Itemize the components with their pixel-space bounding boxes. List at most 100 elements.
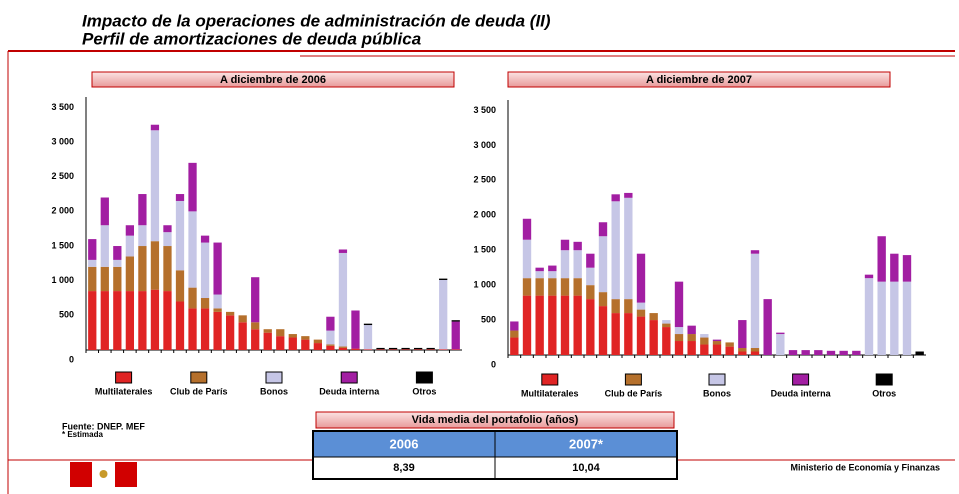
bar-segment [611,299,620,314]
bar-segment [573,250,582,279]
bar-segment [700,337,709,345]
chart-header-bg [507,71,891,88]
y-tick-label: 3 500 [473,105,496,115]
bar-segment [326,316,335,331]
bar-segment [150,130,160,242]
table-title: Vida media del portafolio (años) [412,414,579,426]
bar-segment [864,278,874,355]
legend-label: Deuda interna [319,386,380,396]
legend-label: Otros [412,386,436,396]
bar-segment [138,246,147,292]
bar-segment [674,341,684,355]
y-tick-label: 1 500 [51,240,74,250]
bar-segment [560,295,570,355]
legend-swatch [265,371,283,384]
bar-segment [902,281,912,355]
bar-segment [788,350,798,355]
bar-segment [687,341,696,355]
bar-segment [548,295,557,355]
bar-segment [712,341,722,345]
y-tick-label: 1 000 [51,275,74,285]
bar-segment [376,349,385,350]
bar-segment [100,225,109,267]
bar-segment [738,320,747,349]
bar-segment [388,349,398,350]
y-tick-label: 3 000 [473,140,496,150]
bar-segment [138,194,147,226]
bar-segment [573,295,582,355]
bar-segment [138,291,147,350]
chart-header-bg [91,71,455,88]
bar-segment [251,322,260,330]
bar-segment [138,225,147,247]
bar-segment [522,278,532,296]
bar-segment [251,329,260,350]
bar-segment [326,330,335,345]
flag [70,462,137,487]
bar-segment [150,124,160,131]
bar-segment [636,309,646,317]
bar-segment [163,232,172,247]
y-tick-label: 1 000 [473,280,496,290]
footer: Ministerio de Economía y Finanzas [790,462,940,472]
bar-segment [401,347,410,350]
bar-segment [674,334,684,342]
bar-segment [725,342,734,347]
bar-segment [376,347,385,350]
bar-segment [188,162,197,212]
bar-segment [213,242,222,295]
bar-segment [313,339,323,344]
legend-swatch [541,373,559,386]
bar-segment [413,347,423,350]
bar-segment [113,266,122,292]
bar-segment [624,299,633,314]
y-tick-label: 2 500 [473,175,496,185]
bar-segment [338,346,348,348]
y-tick-label: 0 [491,359,496,369]
bar-segment [801,350,810,355]
bar-segment [712,339,722,342]
legend-swatch [415,371,433,384]
y-tick-label: 2 000 [473,210,496,220]
chart-title: A diciembre de 2007 [646,74,752,86]
bar-segment [662,320,671,324]
bar-segment [877,281,886,355]
bar-segment [213,294,222,309]
bar-segment [326,345,335,350]
bar-segment [451,321,460,350]
bar-segment [88,291,97,350]
bar-segment [535,278,544,296]
bar-segment [225,311,235,316]
legend-label: Otros [872,388,896,398]
bar-segment [351,310,360,349]
bar-segment [624,197,633,300]
bar-segment [674,281,684,328]
bar-segment [611,201,620,300]
bar-segment [113,246,122,260]
bar-segment [864,274,874,279]
bar-segment [125,225,135,236]
legend-label: Multilaterales [521,388,579,398]
bar-segment [413,349,423,350]
legend-swatch [792,373,810,386]
bar-segment [598,236,608,293]
bar-segment [535,271,544,279]
bar-segment [738,351,747,355]
source: Fuente: DNEP. MEF [62,421,145,431]
chart-title: A diciembre de 2006 [220,74,326,86]
bar-segment [338,347,348,350]
bar-segment [649,313,658,321]
bar-segment [188,211,197,288]
bar-segment [776,332,785,335]
bar-segment [763,299,772,355]
bar-segment [125,235,135,257]
bar-segment [301,339,310,350]
bar-segment [560,250,570,279]
bar-segment [238,322,247,350]
title: Impacto de la operaciones de administrac… [82,11,551,30]
bar-segment [611,194,620,202]
bar-segment [649,320,658,355]
bar-segment [700,344,709,355]
bar-segment [573,241,582,251]
